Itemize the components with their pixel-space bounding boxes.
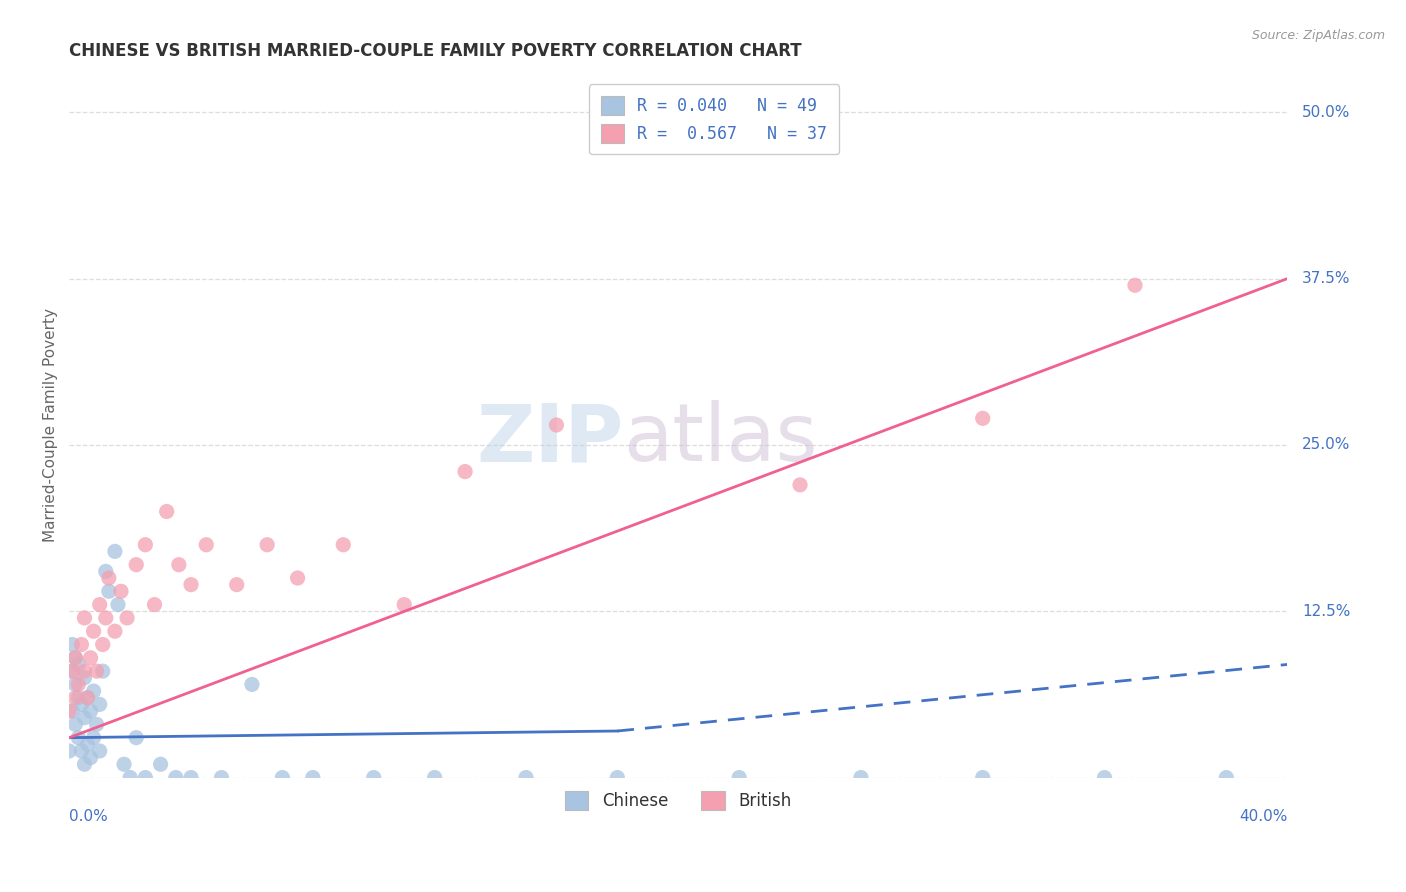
Point bbox=[91, 664, 114, 678]
Point bbox=[79, 650, 101, 665]
Point bbox=[363, 771, 385, 785]
Point bbox=[1094, 771, 1116, 785]
Point bbox=[972, 771, 994, 785]
Point bbox=[58, 704, 80, 718]
Point bbox=[70, 744, 93, 758]
Point bbox=[65, 677, 87, 691]
Point bbox=[73, 757, 96, 772]
Point bbox=[60, 664, 83, 678]
Point bbox=[1215, 771, 1237, 785]
Point bbox=[225, 577, 247, 591]
Point bbox=[546, 417, 568, 432]
Text: 50.0%: 50.0% bbox=[1302, 105, 1350, 120]
Point bbox=[65, 690, 87, 705]
Point bbox=[392, 598, 415, 612]
Point bbox=[165, 771, 187, 785]
Point bbox=[73, 711, 96, 725]
Point bbox=[58, 744, 80, 758]
Point bbox=[83, 684, 105, 698]
Point bbox=[94, 611, 117, 625]
Text: 25.0%: 25.0% bbox=[1302, 437, 1350, 452]
Text: atlas: atlas bbox=[623, 401, 818, 478]
Point bbox=[789, 478, 811, 492]
Point bbox=[149, 757, 172, 772]
Point bbox=[180, 577, 202, 591]
Point bbox=[256, 538, 278, 552]
Point bbox=[211, 771, 233, 785]
Point bbox=[515, 771, 537, 785]
Point bbox=[1123, 278, 1146, 293]
Point bbox=[143, 598, 166, 612]
Point bbox=[849, 771, 872, 785]
Point bbox=[97, 571, 120, 585]
Text: Source: ZipAtlas.com: Source: ZipAtlas.com bbox=[1251, 29, 1385, 42]
Y-axis label: Married-Couple Family Poverty: Married-Couple Family Poverty bbox=[44, 308, 58, 542]
Point bbox=[94, 565, 117, 579]
Point bbox=[195, 538, 218, 552]
Point bbox=[120, 771, 142, 785]
Point bbox=[332, 538, 354, 552]
Point bbox=[73, 611, 96, 625]
Point bbox=[89, 598, 111, 612]
Text: 37.5%: 37.5% bbox=[1302, 271, 1350, 286]
Point bbox=[180, 771, 202, 785]
Point bbox=[454, 465, 477, 479]
Text: 40.0%: 40.0% bbox=[1239, 809, 1288, 824]
Point bbox=[67, 731, 90, 745]
Point bbox=[70, 638, 93, 652]
Point bbox=[73, 664, 96, 678]
Point bbox=[65, 650, 87, 665]
Point bbox=[65, 717, 87, 731]
Point bbox=[423, 771, 446, 785]
Point bbox=[70, 698, 93, 712]
Point bbox=[115, 611, 138, 625]
Point bbox=[287, 571, 309, 585]
Text: 0.0%: 0.0% bbox=[69, 809, 108, 824]
Point bbox=[76, 690, 98, 705]
Text: CHINESE VS BRITISH MARRIED-COUPLE FAMILY POVERTY CORRELATION CHART: CHINESE VS BRITISH MARRIED-COUPLE FAMILY… bbox=[69, 42, 801, 60]
Point bbox=[65, 650, 87, 665]
Point bbox=[112, 757, 135, 772]
Text: ZIP: ZIP bbox=[477, 401, 623, 478]
Point bbox=[134, 771, 156, 785]
Point bbox=[86, 717, 108, 731]
Point bbox=[60, 664, 83, 678]
Point bbox=[240, 677, 263, 691]
Point bbox=[67, 690, 90, 705]
Point bbox=[125, 731, 148, 745]
Point bbox=[104, 544, 127, 558]
Point bbox=[76, 690, 98, 705]
Point bbox=[110, 584, 132, 599]
Point bbox=[60, 638, 83, 652]
Point bbox=[167, 558, 190, 572]
Point bbox=[666, 105, 689, 120]
Point bbox=[89, 744, 111, 758]
Point bbox=[79, 750, 101, 764]
Point bbox=[76, 737, 98, 751]
Point bbox=[107, 598, 129, 612]
Text: 12.5%: 12.5% bbox=[1302, 604, 1350, 619]
Point bbox=[271, 771, 294, 785]
Point bbox=[156, 504, 179, 518]
Point bbox=[97, 584, 120, 599]
Point bbox=[91, 638, 114, 652]
Point bbox=[67, 657, 90, 672]
Point bbox=[606, 771, 628, 785]
Point bbox=[86, 664, 108, 678]
Point bbox=[972, 411, 994, 425]
Point bbox=[89, 698, 111, 712]
Point bbox=[60, 704, 83, 718]
Point bbox=[301, 771, 323, 785]
Point bbox=[83, 624, 105, 639]
Legend: Chinese, British: Chinese, British bbox=[554, 780, 803, 822]
Point bbox=[83, 731, 105, 745]
Point bbox=[134, 538, 156, 552]
Point bbox=[73, 671, 96, 685]
Point bbox=[104, 624, 127, 639]
Point bbox=[728, 771, 751, 785]
Point bbox=[79, 704, 101, 718]
Point bbox=[125, 558, 148, 572]
Point bbox=[67, 677, 90, 691]
